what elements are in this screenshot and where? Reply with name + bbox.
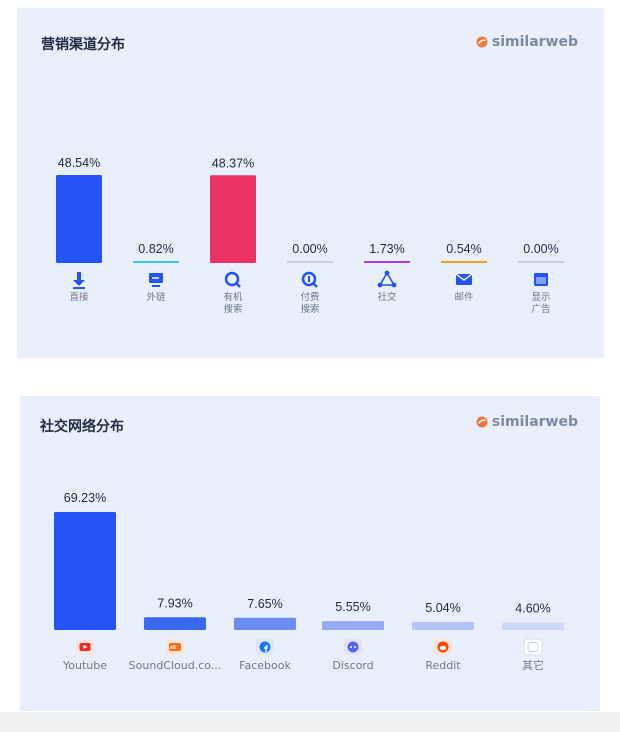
category-label: 搜索 bbox=[300, 303, 319, 315]
social-icon bbox=[377, 270, 397, 288]
bar bbox=[412, 621, 474, 630]
other-icon bbox=[523, 638, 543, 656]
youtube-icon bbox=[76, 639, 94, 655]
brand-name: similarweb bbox=[491, 414, 578, 430]
marketing-channels-chart: 48.54%直接0.82%外链48.37%有机搜索0.00%付费搜索1.73%社… bbox=[56, 156, 564, 315]
social-networks-card: 社交网络分布 similarweb 69.23% Youtube 7.93% Soun… bbox=[20, 396, 600, 711]
value-label: 48.54% bbox=[58, 156, 100, 170]
value-label: 5.04% bbox=[425, 601, 460, 615]
similarweb-logo: similarweb bbox=[476, 34, 578, 50]
category-label: Facebook bbox=[239, 659, 291, 672]
category-label: 付费 bbox=[300, 291, 319, 303]
card-title: 营销渠道分布 bbox=[41, 37, 125, 53]
value-label: 48.37% bbox=[212, 156, 254, 170]
bar bbox=[54, 512, 116, 630]
soundcloud-icon bbox=[166, 639, 184, 655]
value-label: 4.60% bbox=[515, 602, 550, 616]
bar bbox=[56, 175, 102, 263]
category-label: 广告 bbox=[531, 303, 550, 315]
category-label: Discord bbox=[332, 659, 373, 672]
brand-name: similarweb bbox=[491, 34, 578, 50]
paid-search-icon bbox=[301, 271, 318, 288]
category-label: Youtube bbox=[62, 659, 107, 672]
download-arrow-icon bbox=[73, 272, 85, 289]
bar bbox=[210, 175, 256, 263]
bar bbox=[364, 261, 410, 263]
facebook-icon bbox=[256, 639, 274, 655]
chart-marks: 69.23% Youtube 7.93% SoundCloud.co... 7.65% F… bbox=[54, 491, 564, 672]
reddit-icon bbox=[434, 639, 452, 655]
discord-icon bbox=[344, 639, 362, 655]
value-label: 69.23% bbox=[64, 491, 106, 505]
page-bottom-strip bbox=[0, 712, 620, 732]
card-title: 社交网络分布 bbox=[40, 419, 124, 435]
bar bbox=[518, 261, 564, 263]
category-label: 社交 bbox=[377, 291, 397, 303]
monitor-icon bbox=[149, 273, 163, 287]
bar bbox=[287, 261, 333, 263]
similarweb-logo-icon bbox=[476, 416, 488, 428]
bar bbox=[441, 261, 487, 263]
value-label: 5.55% bbox=[335, 600, 370, 614]
category-label: 直接 bbox=[69, 291, 89, 303]
category-label: 外链 bbox=[146, 291, 166, 303]
similarweb-logo: similarweb bbox=[476, 414, 578, 430]
marketing-channels-card: 营销渠道分布 similarweb 48.54% 直接 0.82% 外链 48.37% 有… bbox=[17, 8, 604, 358]
search-icon bbox=[224, 271, 241, 288]
category-label: 邮件 bbox=[454, 291, 474, 303]
category-label: Reddit bbox=[425, 659, 461, 672]
social-networks-chart: 69.23% Youtube 7.93% SoundCloud.co... 7.65% F… bbox=[54, 491, 564, 672]
similarweb-logo-icon bbox=[476, 36, 488, 48]
value-label: 1.73% bbox=[369, 242, 404, 256]
category-label: 显示 bbox=[531, 292, 550, 303]
bar bbox=[234, 617, 296, 630]
category-label: 搜索 bbox=[223, 303, 242, 315]
mail-icon bbox=[455, 273, 473, 285]
category-label: 有机 bbox=[223, 291, 243, 303]
category-label: SoundCloud.co... bbox=[129, 659, 222, 672]
display-ad-icon bbox=[534, 273, 548, 286]
value-label: 7.93% bbox=[157, 596, 192, 610]
value-label: 0.82% bbox=[138, 242, 173, 256]
category-label: 其它 bbox=[522, 658, 544, 672]
bar bbox=[502, 622, 564, 630]
value-label: 0.00% bbox=[292, 242, 327, 256]
bar bbox=[144, 617, 206, 630]
chart-marks: 48.54%直接0.82%外链48.37%有机搜索0.00%付费搜索1.73%社… bbox=[56, 156, 564, 315]
bar bbox=[322, 621, 384, 630]
bar bbox=[133, 261, 179, 263]
value-label: 0.00% bbox=[523, 242, 558, 256]
value-label: 0.54% bbox=[446, 242, 481, 256]
value-label: 7.65% bbox=[247, 597, 282, 611]
